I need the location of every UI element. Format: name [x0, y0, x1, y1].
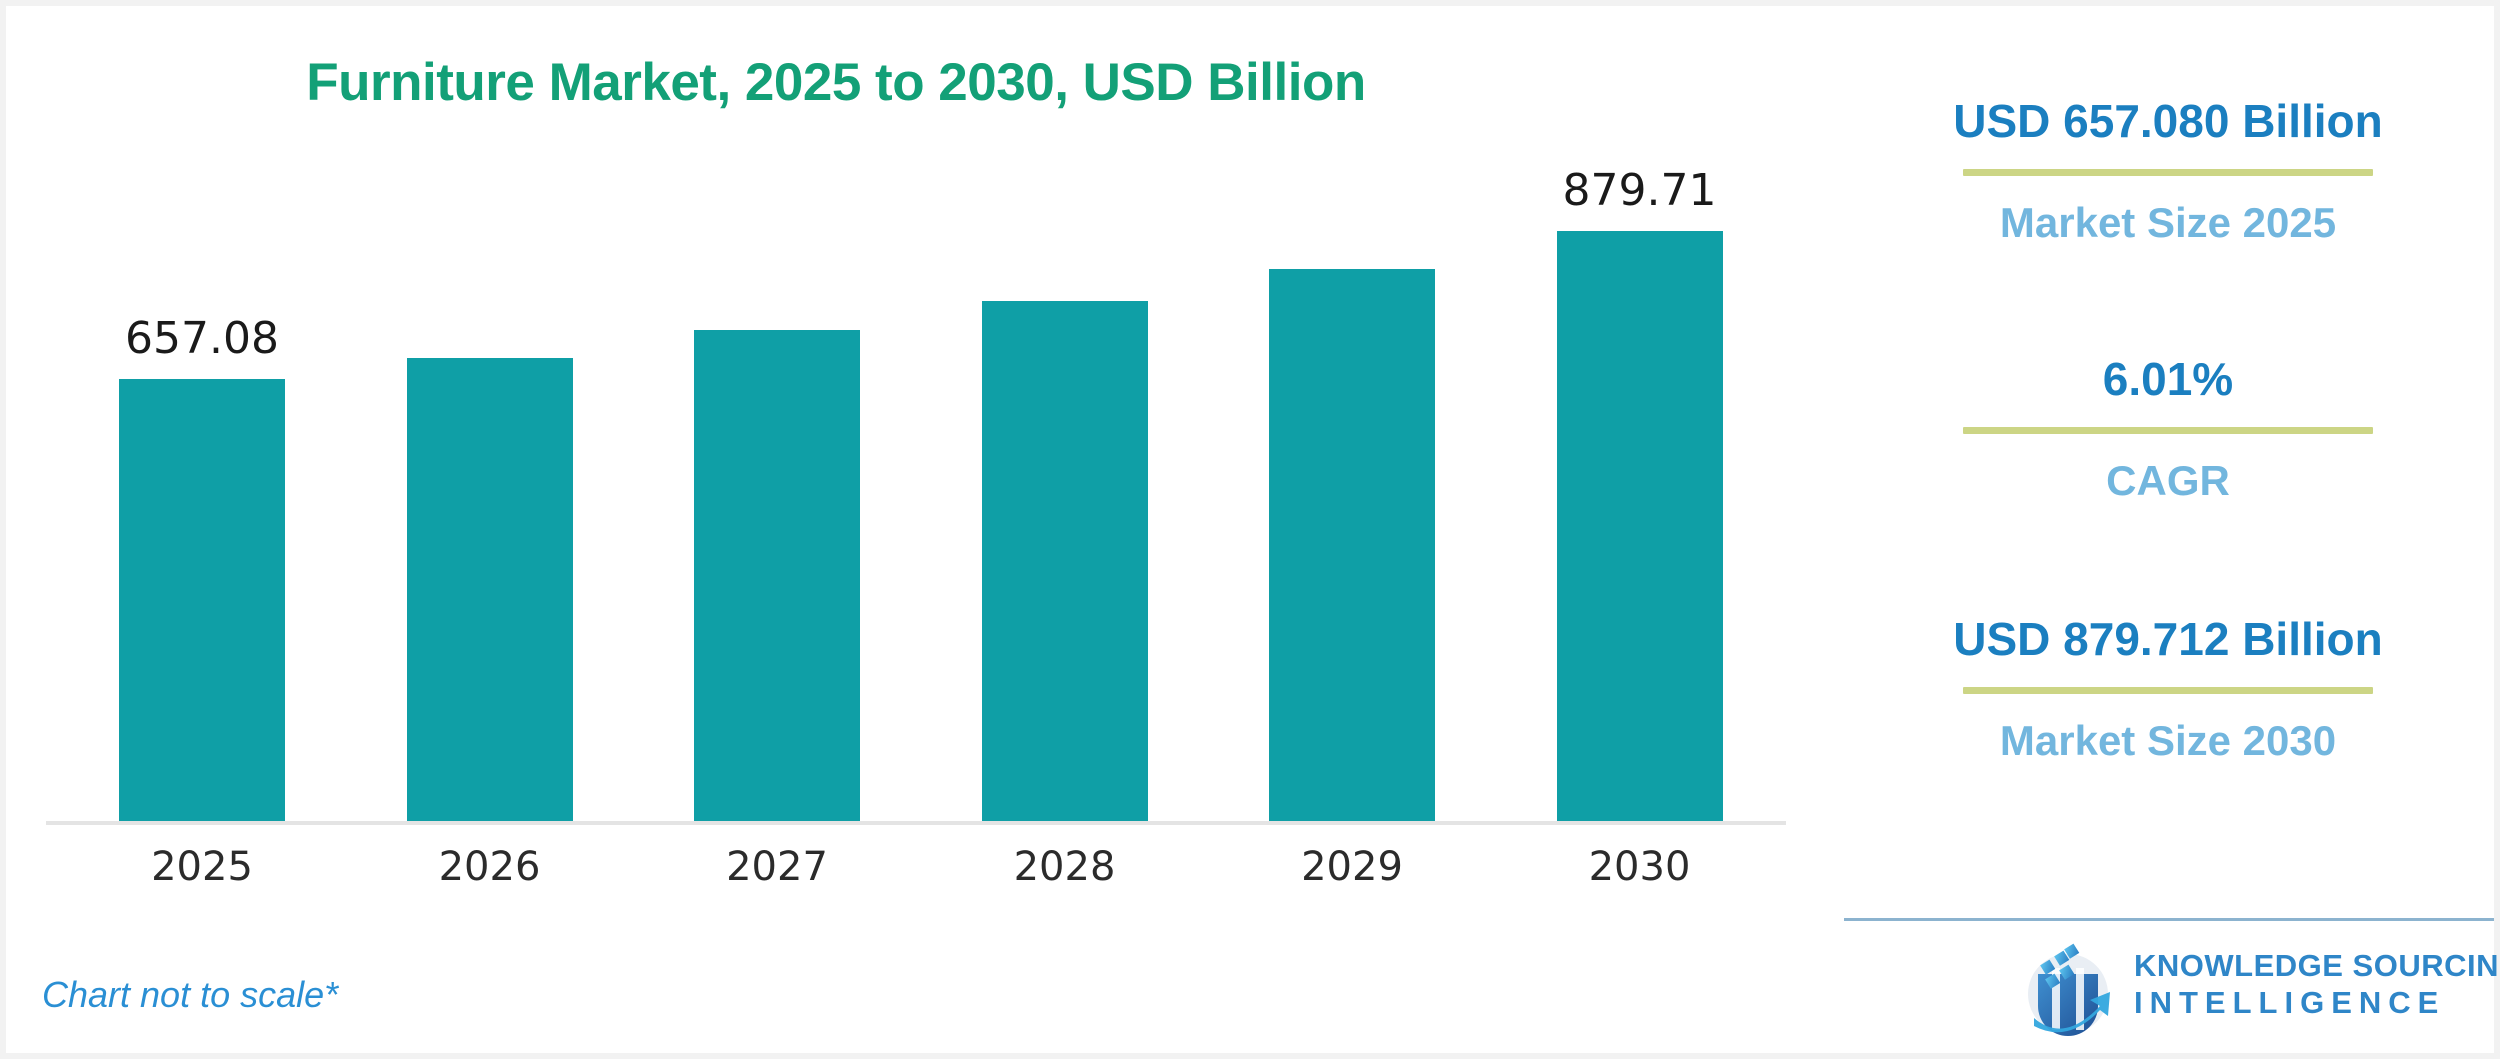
bar-2026	[406, 357, 573, 821]
brand-logo-text: KNOWLEDGE SOURCING INTELLIGENCE	[2134, 948, 2500, 1022]
stat-label: CAGR	[2106, 456, 2230, 504]
x-axis-line	[46, 821, 1786, 825]
bar-2025	[119, 379, 285, 821]
stat-value: USD 657.080 Billion	[1953, 95, 2383, 147]
x-axis-tick-2025: 2025	[151, 844, 253, 890]
stat-value: 6.01%	[2102, 353, 2234, 405]
chart-scale-note: Chart not to scale*	[42, 974, 339, 1015]
stat-value: USD 879.712 Billion	[1953, 613, 2383, 665]
footer-divider	[1844, 918, 2494, 921]
stat-block-market-size-2030: USD 879.712 Billion Market Size 2030	[1836, 614, 2500, 764]
bar-2028	[981, 301, 1148, 821]
bar-2030	[1556, 231, 1723, 821]
x-axis-tick-2029: 2029	[1301, 844, 1403, 890]
chart-panel: Furniture Market, 2025 to 2030, USD Bill…	[6, 6, 1806, 931]
stat-divider	[1963, 426, 2373, 434]
bar-2029	[1269, 269, 1435, 821]
stats-panel: USD 657.080 Billion Market Size 2025 6.0…	[1836, 6, 2500, 921]
bar-value-label-2025: 657.08	[125, 313, 279, 364]
stat-block-cagr: 6.01% CAGR	[1836, 354, 2500, 504]
stat-block-market-size-2025: USD 657.080 Billion Market Size 2025	[1836, 96, 2500, 246]
page-title: Furniture Market, 2025 to 2030, USD Bill…	[306, 53, 1366, 112]
stat-label: Market Size 2025	[1999, 198, 2337, 246]
bar-value-label-2030: 879.71	[1562, 165, 1717, 216]
shield-building-logo-icon	[2016, 940, 2120, 1044]
bar-chart-plot: 657.08 2025 2026 2027 2028 2029 879.71 2030	[6, 6, 1806, 931]
stat-label: Market Size 2030	[1999, 716, 2337, 764]
brand-logo-line1: KNOWLEDGE SOURCING	[2134, 948, 2500, 983]
bar-2027	[694, 330, 860, 821]
brand-logo-line2: INTELLIGENCE	[2134, 984, 2446, 1020]
x-axis-tick-2026: 2026	[438, 844, 541, 890]
x-axis-tick-2028: 2028	[1013, 844, 1116, 890]
stat-divider	[1963, 686, 2373, 694]
brand-logo: KNOWLEDGE SOURCING INTELLIGENCE	[2016, 934, 2500, 1046]
x-axis-tick-2030: 2030	[1588, 844, 1691, 890]
x-axis-tick-2027: 2027	[726, 844, 828, 890]
stat-divider	[1963, 168, 2373, 176]
